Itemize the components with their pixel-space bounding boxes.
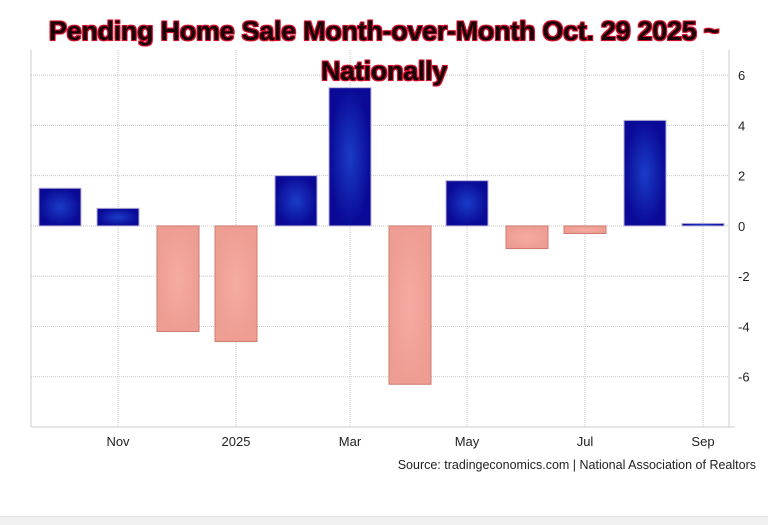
x-tick-label: Mar [339, 434, 362, 449]
bar [505, 225, 549, 250]
bar [681, 222, 725, 227]
x-tick-label: Nov [106, 434, 130, 449]
bar [38, 187, 82, 227]
y-tick-label: 4 [738, 118, 745, 133]
source-note: Source: tradingeconomics.com | National … [397, 458, 756, 472]
axes: 6 4 2 0 -2 -4 -6 Nov 2025 Mar May Jul Sep [30, 50, 750, 449]
x-tick-label: Jul [577, 434, 594, 449]
bar [623, 119, 667, 227]
y-tick-label: -2 [738, 269, 750, 284]
y-tick-label: 2 [738, 169, 745, 184]
y-tick-label: 0 [738, 219, 745, 234]
y-tick-label: -4 [738, 319, 750, 334]
chart-title-line-1: Pending Home Sale Month-over-Month Oct. … [48, 16, 720, 46]
bar [388, 225, 432, 385]
grid [31, 50, 729, 427]
x-tick-label: 2025 [222, 434, 251, 449]
chart-title-line-2: Nationally [320, 56, 448, 86]
bar [274, 175, 318, 227]
bar [328, 87, 372, 227]
bar [445, 180, 489, 227]
bar [563, 225, 607, 234]
bottom-strip [0, 516, 768, 525]
bar [214, 225, 258, 343]
x-tick-label: Sep [691, 434, 714, 449]
bar [96, 207, 140, 227]
x-tick-label: May [455, 434, 480, 449]
y-tick-label: -6 [738, 370, 750, 385]
bars [38, 87, 725, 385]
bar [156, 225, 200, 332]
y-tick-label: 6 [738, 68, 745, 83]
